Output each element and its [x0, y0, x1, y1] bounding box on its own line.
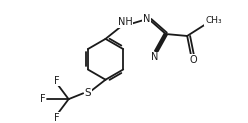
Text: F: F [54, 76, 60, 86]
Text: CH₃: CH₃ [205, 16, 222, 25]
Text: F: F [39, 94, 45, 104]
Text: N: N [152, 52, 159, 62]
Text: F: F [54, 113, 60, 123]
Text: N: N [143, 14, 150, 24]
Text: NH: NH [118, 17, 132, 27]
Text: O: O [189, 55, 197, 65]
Text: S: S [85, 88, 91, 98]
